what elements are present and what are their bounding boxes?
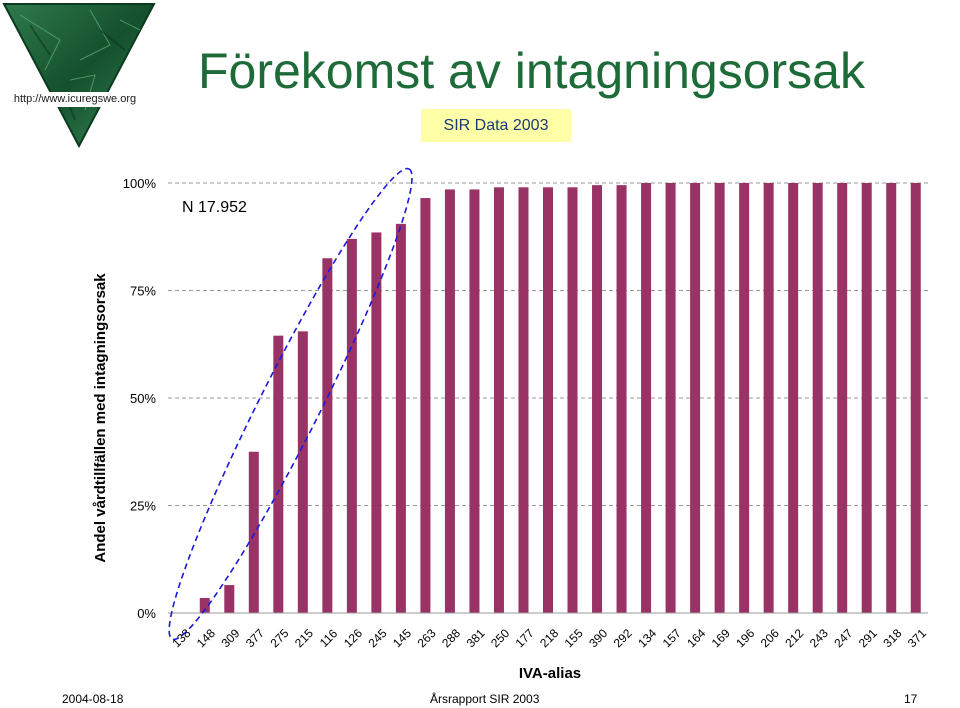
footer-page-number: 17 [904, 692, 918, 706]
x-tick-label: 215 [292, 626, 316, 650]
x-tick-label: 164 [684, 626, 708, 650]
bar-116 [322, 258, 333, 613]
x-tick-label: 116 [317, 626, 341, 650]
x-tick-label: 218 [537, 626, 561, 650]
bar-126 [346, 238, 357, 613]
x-tick-label: 263 [415, 626, 439, 650]
x-axis-label: IVA-alias [519, 665, 581, 682]
x-tick-label: 148 [194, 626, 218, 650]
bar-206 [763, 183, 774, 613]
annotation-n: N 17.952 [182, 199, 247, 216]
x-tick-label: 206 [758, 626, 782, 650]
bar-177 [518, 187, 529, 614]
x-tick-label: 196 [733, 626, 757, 650]
x-tick-label: 371 [905, 626, 929, 650]
bar-215 [297, 331, 308, 613]
bar-390 [592, 185, 603, 613]
bar-381 [469, 189, 480, 613]
x-tick-label: 155 [562, 626, 586, 650]
bar-309 [224, 585, 235, 613]
x-tick-label: 390 [586, 626, 610, 650]
bar-288 [444, 189, 455, 613]
y-tick-label: 0% [137, 606, 156, 621]
bar-247 [837, 183, 848, 613]
x-tick-label: 145 [390, 626, 414, 650]
y-axis-label: Andel vårdtillfällen med intagningsorsak [92, 273, 109, 563]
subtitle-badge: SIR Data 2003 [421, 109, 571, 142]
x-tick-label: 138 [169, 626, 193, 650]
bar-291 [861, 183, 872, 613]
footer-report-title: Årsrapport SIR 2003 [430, 692, 540, 706]
x-tick-labels: 138 148 309 377 275 215 116 126 245 145 263 288 381 2… [169, 626, 929, 650]
bar-263 [420, 198, 431, 614]
bar-212 [788, 183, 799, 613]
bar-157 [665, 183, 676, 613]
highlight-ellipse [168, 167, 413, 641]
y-tick-label: 50% [130, 391, 156, 406]
x-tick-label: 318 [880, 626, 904, 650]
x-tick-label: 291 [856, 626, 880, 650]
y-tick-labels: 0% 25% 50% 75% 100% [123, 176, 157, 621]
y-tick-label: 100% [123, 176, 157, 191]
bars [199, 183, 921, 614]
x-tick-label: 212 [782, 626, 806, 650]
page-title: Förekomst av intagningsorsak [198, 43, 865, 99]
x-tick-label: 134 [635, 626, 659, 650]
x-tick-label: 245 [366, 626, 390, 650]
bar-218 [543, 187, 553, 614]
y-tick-label: 25% [130, 499, 156, 514]
bar-243 [812, 183, 823, 613]
bar-169 [714, 183, 725, 613]
y-tick-label: 75% [130, 284, 156, 299]
bar-318 [886, 183, 897, 613]
x-tick-label: 247 [831, 626, 855, 650]
x-tick-label: 381 [464, 626, 488, 650]
bar-148 [199, 597, 210, 613]
x-tick-label: 126 [341, 626, 365, 650]
x-tick-label: 275 [267, 626, 291, 650]
x-tick-label: 377 [243, 626, 267, 650]
x-tick-label: 157 [660, 626, 684, 650]
bar-292 [616, 185, 627, 613]
bar-164 [690, 183, 701, 613]
x-tick-label: 288 [439, 626, 463, 650]
bar-134 [641, 183, 652, 613]
x-tick-label: 243 [807, 626, 831, 650]
x-tick-label: 177 [513, 626, 537, 650]
x-tick-label: 309 [218, 626, 242, 650]
bar-250 [493, 187, 504, 614]
bar-275 [273, 335, 284, 613]
bar-371 [910, 183, 921, 613]
bar-145 [395, 223, 406, 613]
x-tick-label: 169 [709, 626, 733, 650]
bar-196 [739, 183, 750, 613]
bar-377 [248, 451, 259, 613]
logo-url[interactable]: http://www.icuregswe.org [8, 92, 142, 107]
bar-245 [371, 232, 382, 613]
x-tick-label: 250 [488, 626, 512, 650]
footer-date: 2004-08-18 [62, 692, 124, 706]
x-tick-label: 292 [611, 626, 635, 650]
bar-155 [567, 187, 578, 614]
